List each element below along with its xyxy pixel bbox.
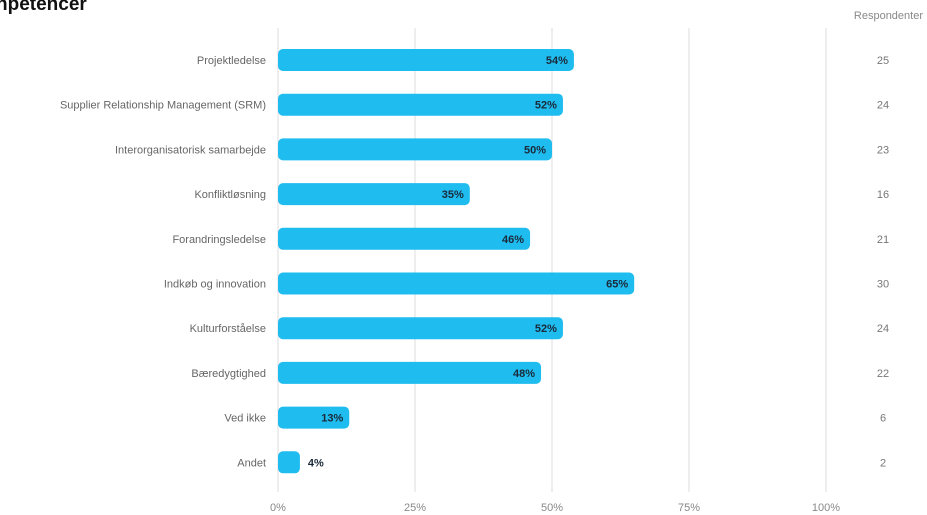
x-tick-label: 75% xyxy=(678,502,700,514)
x-tick-label: 25% xyxy=(404,502,426,514)
respondents-count: 21 xyxy=(877,234,889,246)
respondents-count: 23 xyxy=(877,144,889,156)
value-label: 52% xyxy=(535,323,557,335)
category-label: Supplier Relationship Management (SRM) xyxy=(60,100,266,112)
respondents-header: Respondenter xyxy=(853,10,923,22)
respondents-count: 6 xyxy=(880,413,886,425)
respondents-count: 30 xyxy=(877,279,889,291)
bar xyxy=(278,406,350,429)
respondents-count: 24 xyxy=(877,100,889,112)
x-tick-label: 100% xyxy=(812,502,840,514)
respondents-count: 22 xyxy=(877,368,889,380)
respondents-count: 2 xyxy=(880,457,886,469)
value-label: 46% xyxy=(502,234,524,246)
bar xyxy=(278,272,635,295)
value-label: 48% xyxy=(513,368,535,380)
category-label: Ved ikke xyxy=(224,413,266,425)
respondents-count: 25 xyxy=(877,55,889,67)
value-label: 54% xyxy=(546,55,568,67)
chart-title: npetencer xyxy=(0,0,87,15)
category-label: Andet xyxy=(237,457,266,469)
value-label: 52% xyxy=(535,100,557,112)
category-label: Kulturforståelse xyxy=(190,323,266,335)
category-label: Projektledelse xyxy=(197,55,266,67)
bar xyxy=(278,227,531,250)
bar xyxy=(278,138,552,161)
bar xyxy=(278,451,300,474)
value-label: 35% xyxy=(442,189,464,201)
value-label: 65% xyxy=(606,279,628,291)
category-label: Bæredygtighed xyxy=(191,368,266,380)
x-tick-label: 50% xyxy=(541,502,563,514)
category-label: Indkøb og innovation xyxy=(164,279,266,291)
bar xyxy=(278,49,574,71)
value-label: 13% xyxy=(321,413,343,425)
category-label: Forandringsledelse xyxy=(172,234,266,246)
value-label: 50% xyxy=(524,144,546,156)
bar xyxy=(278,317,563,340)
category-label: Interorganisatorisk samarbejde xyxy=(115,144,266,156)
x-tick-label: 0% xyxy=(270,502,286,514)
respondents-count: 24 xyxy=(877,323,889,335)
category-label: Konfliktløsning xyxy=(194,189,266,201)
bar xyxy=(278,93,563,116)
respondents-count: 16 xyxy=(877,189,889,201)
bar xyxy=(278,361,542,384)
value-label: 4% xyxy=(308,457,324,469)
bar xyxy=(278,183,470,206)
